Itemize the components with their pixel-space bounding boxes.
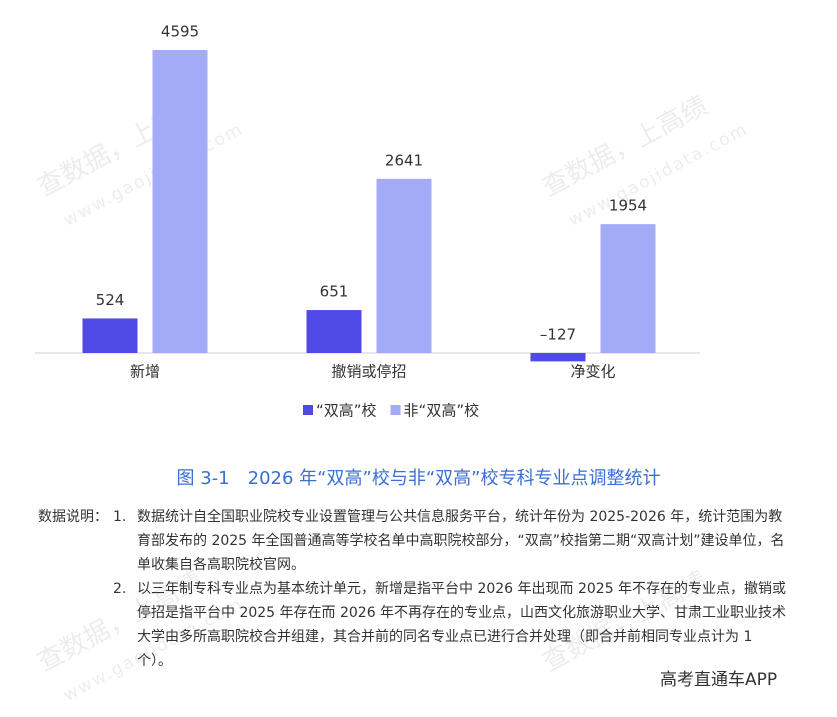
- note-item: 1. 数据统计自全国职业院校专业设置管理与公共信息服务平台，统计年份为 2025-…: [113, 505, 787, 577]
- note-text: 以三年制专科专业点为基本统计单元，新增是指平台中 2026 年出现而 2025 …: [137, 581, 787, 669]
- data-label: 4595: [161, 23, 199, 41]
- bar: [376, 178, 432, 353]
- legend-label: “双高”校: [316, 402, 377, 420]
- notes: 数据说明： 1. 数据统计自全国职业院校专业设置管理与公共信息服务平台，统计年份为…: [38, 505, 798, 673]
- data-label: 2641: [385, 151, 423, 169]
- bar: [306, 310, 362, 353]
- bar: [600, 224, 656, 353]
- data-label: 524: [96, 291, 125, 309]
- note-number: 1.: [113, 509, 127, 525]
- note-item: 2. 以三年制专科专业点为基本统计单元，新增是指平台中 2026 年出现而 202…: [113, 577, 787, 673]
- x-tick-label: 新增: [130, 363, 160, 381]
- bar: [530, 353, 586, 362]
- bar: [82, 318, 138, 353]
- note-number: 2.: [113, 581, 127, 597]
- notes-label: 数据说明：: [38, 509, 108, 525]
- data-label: 1954: [609, 197, 647, 215]
- data-label: –127: [540, 326, 576, 344]
- data-label: 651: [320, 283, 349, 301]
- bar: [152, 50, 208, 353]
- legend-label: 非“双高”校: [404, 402, 480, 420]
- note-text: 数据统计自全国职业院校专业设置管理与公共信息服务平台，统计年份为 2025-20…: [137, 509, 785, 573]
- x-tick-label: 撤销或停招: [331, 363, 406, 381]
- footer-brand: 高考直通车APP: [660, 670, 778, 690]
- legend-swatch: [390, 405, 401, 415]
- x-tick-label: 净变化: [570, 363, 615, 381]
- notes-list: 1. 数据统计自全国职业院校专业设置管理与公共信息服务平台，统计年份为 2025-…: [113, 505, 787, 673]
- figure-caption: 图 3-1 2026 年“双高”校与非“双高”校专科专业点调整统计: [176, 468, 661, 489]
- legend-swatch: [303, 405, 313, 415]
